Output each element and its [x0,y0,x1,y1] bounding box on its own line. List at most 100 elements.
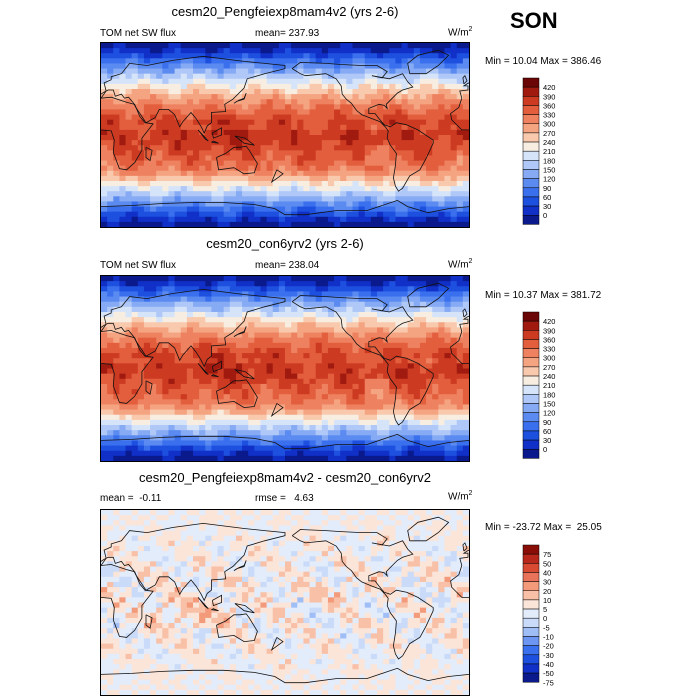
field-cell [266,450,274,457]
field-cell [205,535,212,542]
field-cell [426,281,433,287]
field-cell [426,170,433,177]
field-cell [156,201,163,208]
field-cell [321,73,329,80]
field-cell [168,160,176,167]
field-cell [113,78,120,85]
field-cell [407,404,415,411]
field-cell [303,99,311,105]
field-cell [272,363,280,370]
colorbar-label: 420 [543,83,556,92]
field-cell [456,286,464,293]
field-cell [456,535,464,542]
field-cell [315,124,323,131]
field-cell [205,78,212,85]
coastline [211,374,219,378]
field-cell [389,347,396,354]
field-cell [291,358,298,364]
field-cell [162,332,170,339]
field-cell [235,510,243,516]
field-cell [346,104,354,111]
field-cell [168,540,176,547]
field-cell [395,419,403,426]
field-cell [143,342,151,349]
field-cell [162,281,170,287]
field-cell [113,399,120,406]
field-cell [315,347,323,354]
field-cell [303,363,311,370]
field-cell [193,332,200,339]
field-cell [101,150,108,157]
colorbar-label: 240 [543,372,556,381]
field-cell [456,181,464,187]
field-cell [291,317,298,323]
field-cell [119,276,127,282]
field-cell [223,58,231,65]
field-cell [278,296,286,303]
field-cell [364,78,372,85]
field-cell [131,540,139,547]
field-cell [101,455,108,461]
field-cell [364,53,372,59]
field-cell [285,286,292,293]
field-cell [254,358,262,364]
field-cell [321,175,329,182]
field-cell [438,440,446,447]
field-cell [340,175,347,182]
field-cell [358,175,366,182]
field-cell [278,322,286,328]
field-cell [205,155,212,162]
field-cell [303,530,311,537]
field-cell [217,150,225,157]
field-cell [137,291,145,298]
field-cell [407,196,415,203]
field-cell [150,94,157,100]
field-cell [303,53,311,59]
field-cell [229,337,237,344]
field-cell [131,150,139,157]
field-cell [278,435,286,442]
field-cell [211,389,219,395]
field-cell [125,89,133,95]
field-cell [101,399,108,406]
field-cell [456,281,464,287]
field-cell [260,63,268,70]
field-cell [309,399,317,406]
field-cell [291,311,298,318]
field-cell [150,175,157,182]
field-cell [389,306,396,313]
field-cell [186,201,194,208]
field-cell [272,419,280,426]
field-cell [272,89,280,95]
field-cell [125,296,133,303]
field-cell [389,48,396,54]
field-cell [278,450,286,457]
field-cell [162,186,170,192]
field-cell [334,191,341,197]
field-cell [143,53,151,59]
field-cell [352,155,360,162]
field-cell [229,206,237,213]
field-cell [125,201,133,208]
field-cell [217,165,225,172]
field-cell [254,399,262,406]
field-cell [254,301,262,308]
field-cell [174,530,182,537]
field-cell [413,332,421,339]
field-cell [113,196,120,203]
field-cell [150,211,157,218]
field-cell [419,109,427,116]
field-cell [340,525,347,532]
field-cell [389,419,396,426]
field-cell [272,551,280,557]
field-cell [143,291,151,298]
field-cell [352,68,360,75]
field-cell [291,322,298,328]
field-cell [377,551,384,557]
field-cell [413,129,421,136]
field-cell [383,520,390,527]
field-cell [137,530,145,537]
field-cell [223,276,231,282]
field-cell [174,221,182,227]
field-cell [229,389,237,395]
